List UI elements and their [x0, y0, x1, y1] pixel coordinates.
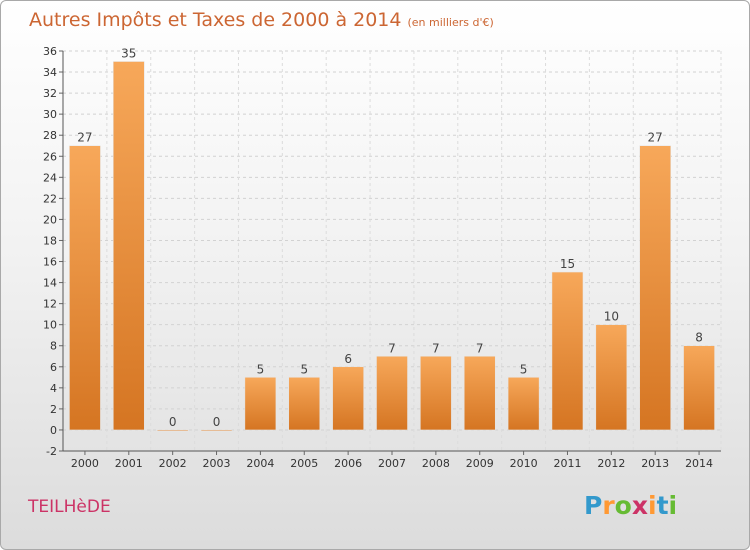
- bar: [200, 429, 233, 432]
- bar-value-label: 7: [476, 341, 484, 355]
- y-tick-label: 26: [43, 150, 57, 163]
- y-tick-label: 14: [43, 277, 57, 290]
- x-tick-label: 2004: [246, 457, 274, 470]
- y-tick-label: 8: [50, 340, 57, 353]
- bar: [639, 145, 671, 431]
- x-tick-label: 2001: [115, 457, 143, 470]
- y-tick-label: 16: [43, 256, 57, 269]
- proxiti-logo[interactable]: Proxiti: [584, 491, 677, 520]
- title-unit: (en milliers d'€): [407, 16, 494, 29]
- bar: [332, 366, 364, 431]
- x-tick-label: 2014: [685, 457, 713, 470]
- x-tick-label: 2010: [510, 457, 538, 470]
- logo-letter: x: [631, 491, 648, 520]
- x-tick-label: 2005: [290, 457, 318, 470]
- bar: [551, 271, 584, 431]
- y-tick-label: 18: [43, 234, 57, 247]
- bar: [113, 61, 145, 431]
- bar: [244, 377, 277, 431]
- bar-value-label: 15: [560, 257, 575, 271]
- title-text: Autres Impôts et Taxes de 2000 à 2014: [29, 9, 402, 31]
- logo-letter: r: [602, 491, 615, 520]
- bar: [69, 145, 101, 431]
- x-tick-label: 2002: [159, 457, 187, 470]
- bar-value-label: 8: [695, 331, 703, 345]
- y-tick-label: 32: [43, 87, 57, 100]
- bar-value-label: 0: [213, 415, 221, 429]
- logo-letter: i: [648, 491, 657, 520]
- bar: [420, 356, 452, 431]
- x-tick-label: 2008: [422, 457, 450, 470]
- bar: [595, 324, 628, 431]
- y-tick-label: -2: [46, 445, 57, 458]
- bar-value-label: 35: [121, 47, 136, 61]
- y-tick-label: 30: [43, 108, 57, 121]
- bar-value-label: 27: [77, 131, 92, 145]
- x-tick-label: 2013: [641, 457, 669, 470]
- y-tick-label: 22: [43, 192, 57, 205]
- bar-value-label: 10: [604, 310, 619, 324]
- x-tick-label: 2006: [334, 457, 362, 470]
- bar-value-label: 5: [257, 362, 265, 376]
- bar: [376, 356, 408, 431]
- data-labels: 27 35 0 0 5 5 6 7 7 7 5 15 10 27 8: [77, 47, 703, 429]
- bar: [156, 429, 189, 432]
- y-tick-label: 2: [50, 403, 57, 416]
- logo-letter: i: [668, 491, 678, 520]
- bar-value-label: 0: [169, 415, 177, 429]
- bar-value-label: 5: [300, 362, 308, 376]
- y-tick-label: 12: [43, 298, 57, 311]
- bar-value-label: 7: [432, 341, 440, 355]
- logo-letter: P: [584, 491, 603, 520]
- logo-letter: o: [614, 491, 632, 520]
- commune-name: TEILHèDE: [28, 497, 111, 517]
- y-tick-label: 36: [43, 45, 57, 58]
- bar-value-label: 5: [520, 362, 528, 376]
- x-tick-label: 2011: [553, 457, 581, 470]
- x-tick-label: 2007: [378, 457, 406, 470]
- x-tick-label: 2003: [203, 457, 231, 470]
- x-tick-label: 2009: [466, 457, 494, 470]
- chart-title: Autres Impôts et Taxes de 2000 à 2014 (en…: [29, 9, 494, 31]
- bar: [507, 377, 540, 431]
- y-tick-label: 28: [43, 129, 57, 142]
- x-tick-label: 2000: [71, 457, 99, 470]
- bar-value-label: 7: [388, 341, 396, 355]
- bar-value-label: 27: [648, 131, 663, 145]
- y-tick-label: 0: [50, 424, 57, 437]
- bar: [288, 377, 321, 431]
- y-tick-label: 20: [43, 213, 57, 226]
- bars: [69, 61, 715, 432]
- x-tick-label: 2012: [597, 457, 625, 470]
- y-tick-label: 24: [43, 171, 57, 184]
- bar-value-label: 6: [344, 352, 352, 366]
- bar: [683, 345, 715, 431]
- y-tick-label: 4: [50, 382, 57, 395]
- y-tick-label: 6: [50, 361, 57, 374]
- y-tick-label: 10: [43, 319, 57, 332]
- bar: [463, 356, 496, 431]
- logo-letter: t: [656, 491, 669, 520]
- y-tick-label: 34: [43, 66, 57, 79]
